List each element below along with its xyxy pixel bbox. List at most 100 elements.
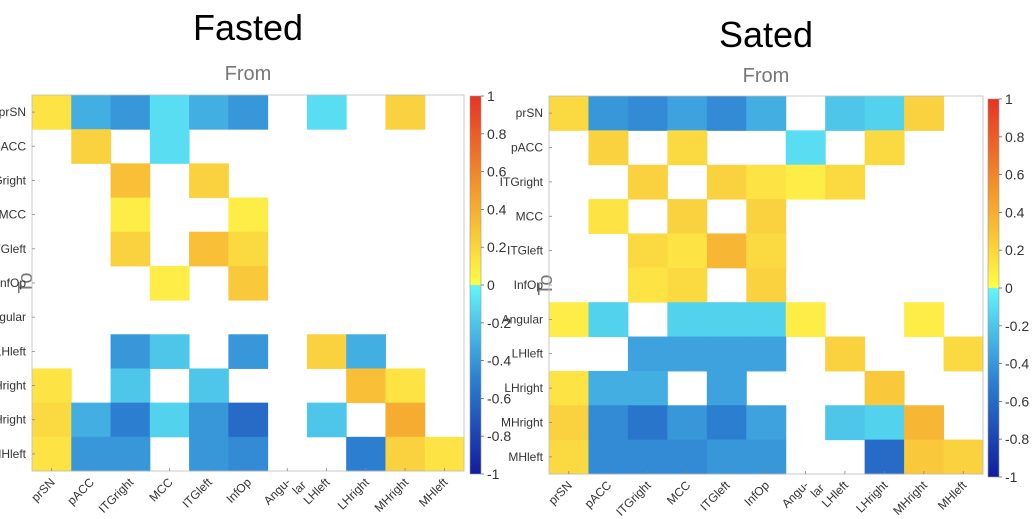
x-tick-label-line: prSN	[29, 475, 58, 504]
heatmap-cell-MHleft-0	[549, 439, 589, 475]
y-tick-label: pACC	[0, 139, 26, 153]
heatmap-cell-MCC-5	[228, 197, 269, 233]
heatmap-cell-MHleft-10	[943, 439, 984, 475]
heatmap-cell-pACC-3	[667, 130, 708, 166]
x-tick-label: MHright	[890, 478, 930, 518]
heatmap-cell-prSN-1	[588, 96, 629, 131]
heatmap-cell-LHleft-2	[110, 334, 151, 369]
heatmap-cell-LHleft-4	[706, 336, 747, 372]
x-tick-label: InfOp	[223, 475, 254, 506]
x-tick-label-line: pACC	[582, 478, 615, 511]
heatmap-cell-LHleft-10	[943, 336, 984, 372]
heatmap-cell-LHleft-2	[627, 336, 668, 372]
x-tick-label-line: prSN	[546, 478, 575, 507]
heatmap-cell-MHleft-5	[746, 439, 787, 475]
heatmap-cell-MHright-3	[667, 405, 708, 441]
heatmap-cell-ITGleft-3	[667, 233, 708, 269]
heatmap-cell-Angular-3	[667, 302, 708, 338]
heatmap-cell-MHright-1	[588, 405, 629, 441]
x-tick-label-line: Angu-	[779, 478, 812, 511]
heatmap-cell-pACC-3	[149, 129, 190, 164]
heatmap-cell-prSN-2	[110, 95, 151, 130]
colorbar-tick-label: 0.6	[487, 164, 507, 180]
y-tick-label: ITGleft	[507, 244, 544, 258]
y-tick-label: MHleft	[0, 447, 27, 461]
heatmap-cell-MCC-3	[667, 199, 708, 234]
x-tick-label: ITGright	[96, 475, 137, 516]
x-tick-label: ITGright	[613, 478, 654, 519]
x-tick-label: LHright	[335, 475, 373, 513]
colorbar-tick-label: -1	[487, 466, 500, 482]
heatmap-cell-MHright-5	[228, 402, 269, 438]
y-tick-label: MHright	[501, 415, 544, 429]
heatmap-cell-prSN-0	[32, 95, 72, 130]
heatmap-cell-MHright-4	[706, 405, 747, 441]
heatmap-cell-LHright-0	[549, 370, 589, 406]
heatmap-cell-MHleft-5	[228, 436, 269, 472]
heatmap-cell-prSN-1	[71, 95, 112, 130]
colorbar-tick-label: -0.6	[1005, 393, 1029, 409]
colorbar-tick-label: -0.4	[1005, 356, 1029, 372]
x-tick-label-line: ITGleft	[697, 478, 733, 514]
y-tick-label: LHleft	[512, 347, 544, 361]
heatmap-cell-MHleft-3	[667, 439, 708, 475]
x-tick-label-line: MHleft	[416, 475, 451, 510]
heatmap-cell-prSN-9	[904, 96, 945, 131]
heatmap-cell-MHleft-9	[904, 439, 945, 475]
heatmap-cell-ITGright-4	[189, 163, 229, 199]
x-tick-label: MHleft	[935, 478, 970, 513]
y-tick-label: LHleft	[0, 344, 27, 358]
x-tick-label: MCC	[146, 475, 175, 504]
heatmap-cell-LHright-0	[32, 368, 72, 404]
y-tick-label: prSN	[516, 106, 543, 120]
heatmap-cell-LHright-8	[346, 368, 386, 404]
x-tick-label-line: ITGright	[613, 478, 654, 519]
x-tick-label-line: InfOp	[741, 478, 772, 509]
y-tick-label: Angular	[502, 312, 543, 326]
x-tick-label: MCC	[664, 478, 693, 507]
heatmap-cell-prSN-9	[385, 95, 426, 130]
heatmap-cell-MHright-0	[32, 402, 72, 438]
colorbar-tick-label: 0.2	[487, 239, 507, 255]
heatmap-cell-prSN-7	[825, 96, 866, 131]
x-tick-label-line: MHright	[890, 478, 930, 518]
x-tick-label: MHleft	[416, 475, 451, 510]
heatmap-cell-MHleft-0	[32, 436, 72, 472]
heatmap-cell-prSN-2	[627, 96, 668, 131]
x-tick-label-line: Angu-	[261, 475, 294, 508]
heatmap-cell-prSN-7	[306, 95, 347, 130]
colorbar-gradient	[987, 98, 1000, 478]
heatmap-cell-LHright-2	[110, 368, 151, 404]
heatmap-cell-LHleft-5	[228, 334, 269, 369]
x-tick-label-line: MHleft	[935, 478, 970, 513]
heatmap-cell-ITGright-4	[706, 164, 747, 200]
y-tick-label: LHright	[0, 379, 27, 393]
colorbar-tick-label: 0.8	[487, 126, 507, 142]
heatmap-cell-MHleft-2	[627, 439, 668, 475]
heatmap-cell-LHright-4	[189, 368, 229, 404]
heatmap-cell-LHleft-3	[149, 334, 190, 369]
heatmap-cell-MHright-8	[864, 405, 905, 441]
heatmap-cell-MHleft-1	[71, 436, 112, 472]
y-tick-label: ITGright	[500, 175, 544, 189]
y-tick-label: MHright	[0, 413, 27, 427]
heatmap-cell-MHright-3	[149, 402, 190, 438]
colorbar-tick-label: -0.8	[487, 428, 511, 444]
heatmap-cell-ITGright-2	[110, 163, 151, 199]
heatmap-cell-LHleft-7	[306, 334, 347, 369]
heatmap-cell-InfOp-3	[149, 265, 190, 301]
heatmap-cell-ITGright-5	[746, 164, 787, 200]
colorbar-tick-label: -0.2	[1005, 318, 1029, 334]
heatmap-cell-ITGright-2	[627, 164, 668, 200]
y-tick-label: InfOp	[514, 278, 544, 292]
x-tick-label: prSN	[29, 475, 58, 504]
heatmap-cell-ITGleft-5	[746, 233, 787, 269]
heatmap-cell-ITGleft-2	[110, 231, 151, 267]
heatmap-cell-LHright-9	[385, 368, 426, 404]
heatmap-cell-LHleft-5	[746, 336, 787, 372]
heatmap-cell-LHright-4	[706, 370, 747, 406]
heatmap-cell-LHright-1	[588, 370, 629, 406]
colorbar-tick-label: 1	[487, 88, 495, 104]
x-tick-label: Angu-lar	[779, 472, 827, 519]
heatmap-panel-sated: SatedFromToprSNpACCITGrightMCCITGleftInf…	[500, 14, 1030, 519]
